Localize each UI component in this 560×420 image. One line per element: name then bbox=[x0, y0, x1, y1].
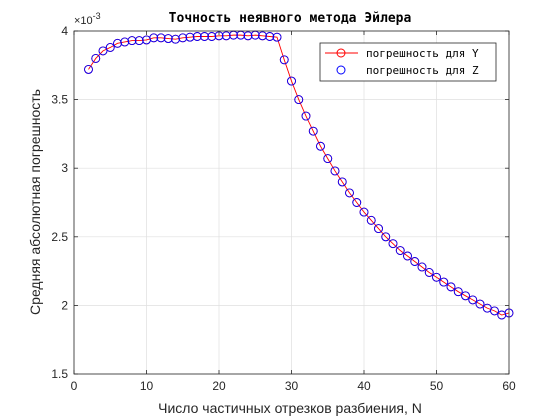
data-point-1 bbox=[453, 287, 463, 297]
data-point-1 bbox=[316, 141, 325, 151]
data-point-1 bbox=[163, 34, 173, 43]
y-tick-label: 3.5 bbox=[51, 93, 68, 107]
series-line-0 bbox=[88, 34, 510, 316]
data-point-1 bbox=[359, 207, 369, 217]
data-point-1 bbox=[279, 55, 289, 65]
data-point-1 bbox=[200, 32, 209, 41]
data-point-1 bbox=[475, 299, 485, 309]
ticks bbox=[73, 30, 510, 375]
data-point-1 bbox=[410, 257, 420, 266]
data-point-1 bbox=[381, 232, 391, 242]
data-point-1 bbox=[149, 33, 159, 43]
legend: погрешность для Y погрешность для Z bbox=[319, 42, 497, 82]
data-point-1 bbox=[432, 272, 441, 282]
data-point-1 bbox=[439, 277, 449, 287]
x-tick-label: 40 bbox=[357, 379, 371, 393]
data-point-1 bbox=[403, 251, 412, 261]
data-point-1 bbox=[207, 32, 217, 41]
legend-marker-y bbox=[336, 48, 346, 58]
data-point-1 bbox=[424, 268, 434, 277]
data-point-1 bbox=[272, 32, 282, 42]
tick-labels: 0 10 20 30 40 50 60 1.5 2 2.5 3 3.5 4 bbox=[51, 24, 516, 393]
data-point-1 bbox=[178, 33, 188, 43]
y-axis-exponent: ×10-3 bbox=[74, 11, 101, 27]
x-tick-label: 60 bbox=[502, 379, 516, 393]
y-tick-label: 1.5 bbox=[51, 367, 68, 381]
data-point-1 bbox=[301, 111, 311, 121]
data-point-1 bbox=[185, 32, 195, 42]
legend-label-z: погрешность для Z bbox=[366, 64, 479, 77]
data-point-1 bbox=[91, 53, 101, 63]
data-point-1 bbox=[468, 295, 478, 305]
data-point-1 bbox=[395, 246, 405, 255]
y-axis-exponent-power: -3 bbox=[93, 11, 101, 21]
legend-label-y: погрешность для Y bbox=[366, 47, 479, 60]
data-point-1 bbox=[294, 95, 304, 105]
y-axis-exponent-base: ×10 bbox=[74, 15, 93, 27]
data-point-1 bbox=[243, 31, 253, 41]
x-tick-label: 10 bbox=[140, 379, 154, 393]
data-point-1 bbox=[345, 188, 354, 198]
x-tick-label: 50 bbox=[430, 379, 444, 393]
data-point-1 bbox=[446, 282, 456, 292]
x-tick-label: 20 bbox=[212, 379, 226, 393]
x-tick-label: 30 bbox=[285, 379, 299, 393]
data-point-1 bbox=[98, 46, 108, 56]
data-point-1 bbox=[366, 215, 376, 225]
data-point-1 bbox=[308, 126, 318, 136]
y-tick-label: 3 bbox=[61, 161, 68, 175]
data-point-1 bbox=[323, 154, 333, 164]
x-axis-label: Число частичных отрезков разбиения, N bbox=[158, 400, 422, 416]
legend-box bbox=[319, 42, 497, 82]
y-axis-label: Средняя абсолютная погрешность bbox=[27, 89, 43, 315]
data-point-1 bbox=[171, 34, 180, 44]
y-tick-label: 4 bbox=[61, 24, 68, 38]
data-point-1 bbox=[490, 306, 499, 316]
legend-marker-z bbox=[336, 65, 346, 75]
data-point-1 bbox=[352, 198, 362, 207]
data-point-1 bbox=[113, 38, 122, 48]
data-point-1 bbox=[192, 32, 202, 41]
data-point-1 bbox=[337, 177, 347, 187]
data-point-1 bbox=[84, 64, 93, 74]
data-point-1 bbox=[330, 166, 340, 176]
data-point-1 bbox=[258, 31, 267, 41]
data-point-1 bbox=[388, 239, 398, 249]
data-point-1 bbox=[156, 33, 166, 43]
chart-title: Точность неявного метода Эйлера bbox=[169, 11, 412, 26]
data-point-1 bbox=[417, 262, 427, 272]
data-point-1 bbox=[265, 32, 275, 41]
x-tick-label: 0 bbox=[71, 379, 78, 393]
data-point-1 bbox=[221, 31, 231, 41]
data-point-1 bbox=[127, 36, 137, 46]
data-point-1 bbox=[105, 43, 115, 52]
data-point-1 bbox=[287, 76, 296, 86]
data-point-1 bbox=[461, 291, 470, 301]
y-tick-label: 2 bbox=[61, 298, 68, 312]
y-tick-label: 2.5 bbox=[51, 230, 68, 244]
data-point-1 bbox=[134, 36, 144, 46]
data-point-1 bbox=[120, 37, 130, 47]
data-point-1 bbox=[374, 224, 383, 234]
